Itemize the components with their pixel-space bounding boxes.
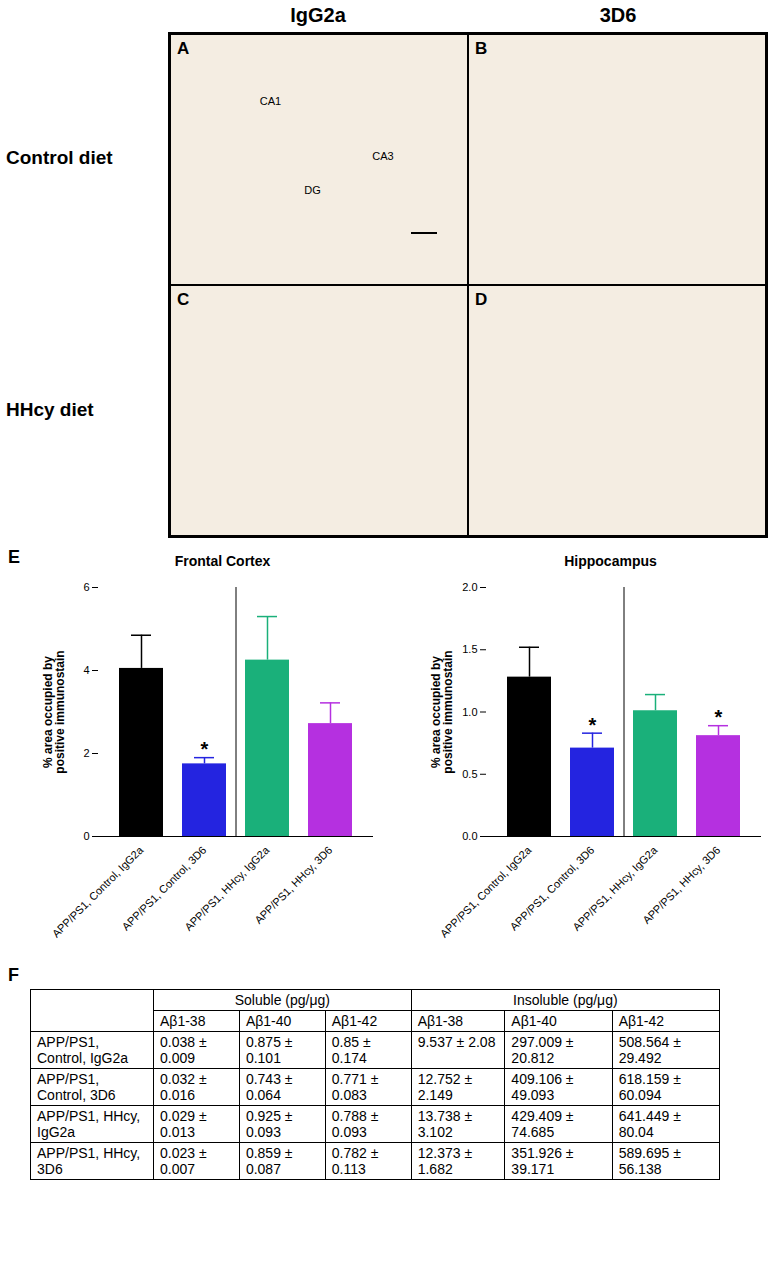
svg-text:6: 6 <box>83 581 89 593</box>
html-text:0.859 ± 0.087: 0.859 ± 0.087 <box>245 1145 293 1177</box>
svg-text:2: 2 <box>83 747 89 759</box>
svg-text:1.5: 1.5 <box>462 643 477 655</box>
html-text:0.85 ± 0.174: 0.85 ± 0.174 <box>331 1034 371 1066</box>
html-text:HHcy diet: HHcy diet <box>6 399 94 420</box>
html-text:641.449 ± 80.04: 641.449 ± 80.04 <box>618 1108 681 1140</box>
html-text:0.875 ± 0.101: 0.875 ± 0.101 <box>245 1034 293 1066</box>
html-text:297.009 ± 20.812: 297.009 ± 20.812 <box>511 1034 574 1066</box>
html-text:Aβ1-42: Aβ1-42 <box>618 1013 665 1029</box>
html-text:618.159 ± 60.094: 618.159 ± 60.094 <box>618 1071 681 1103</box>
svg-text:APP/PS1, Control, IgG2a: APP/PS1, Control, IgG2a <box>49 843 146 940</box>
svg-text:4: 4 <box>83 664 89 676</box>
html-text:C: C <box>177 290 190 309</box>
svg-text:APP/PS1, HHcy, IgG2a: APP/PS1, HHcy, IgG2a <box>570 843 660 933</box>
html-text:Aβ1-42: Aβ1-42 <box>331 1013 378 1029</box>
html-text:A: A <box>177 39 190 58</box>
html-text:CA1: CA1 <box>259 94 282 107</box>
html-text:12.752 ± 2.149: 12.752 ± 2.149 <box>417 1071 473 1103</box>
html-text:9.537 ± 2.08: 9.537 ± 2.08 <box>417 1034 496 1050</box>
svg-text:% area occupied bypositive imm: % area occupied bypositive immunostain <box>429 650 455 773</box>
html-text:589.695 ± 56.138: 589.695 ± 56.138 <box>618 1145 681 1177</box>
html-text:0.023 ± 0.007: 0.023 ± 0.007 <box>160 1145 207 1177</box>
html-text:APP/PS1, HHcy, 3D6: APP/PS1, HHcy, 3D6 <box>37 1145 141 1177</box>
html-text:429.409 ± 74.685: 429.409 ± 74.685 <box>511 1108 574 1140</box>
html-text:0.782 ± 0.113: 0.782 ± 0.113 <box>331 1145 379 1177</box>
svg-text:*: * <box>201 738 209 760</box>
html-text:IgG2a: IgG2a <box>290 4 346 26</box>
svg-text:APP/PS1, HHcy, 3D6: APP/PS1, HHcy, 3D6 <box>640 844 722 926</box>
html-text:508.564 ± 29.492: 508.564 ± 29.492 <box>618 1034 681 1066</box>
html-text:APP/PS1, Control, IgG2a: APP/PS1, Control, IgG2a <box>37 1034 129 1066</box>
html-text:Soluble (pg/μg): Soluble (pg/μg) <box>234 992 330 1008</box>
html-text:APP/PS1, HHcy, IgG2a: APP/PS1, HHcy, IgG2a <box>37 1108 141 1140</box>
html-text:409.106 ± 49.093: 409.106 ± 49.093 <box>511 1071 574 1103</box>
svg-text:*: * <box>715 706 723 728</box>
html-text:Aβ1-38: Aβ1-38 <box>417 1013 464 1029</box>
svg-text:0.5: 0.5 <box>462 768 477 780</box>
html-text:0.038 ± 0.009: 0.038 ± 0.009 <box>160 1034 207 1066</box>
html-text:D: D <box>475 290 488 309</box>
svg-text:2.0: 2.0 <box>462 581 477 593</box>
html-text:351.926 ± 39.171: 351.926 ± 39.171 <box>511 1145 574 1177</box>
html-text:Insoluble (pg/μg): Insoluble (pg/μg) <box>513 992 618 1008</box>
html-text:3D6: 3D6 <box>599 4 637 26</box>
svg-text:*: * <box>589 714 597 736</box>
html-text:12.373 ± 1.682: 12.373 ± 1.682 <box>417 1145 473 1177</box>
html-text:0.743 ± 0.064: 0.743 ± 0.064 <box>245 1071 293 1103</box>
html-text:Aβ1-40: Aβ1-40 <box>245 1013 292 1029</box>
html-text:Frontal Cortex: Frontal Cortex <box>174 553 271 569</box>
html-text:0.029 ± 0.013: 0.029 ± 0.013 <box>160 1108 207 1140</box>
html-text:0.032 ± 0.016: 0.032 ± 0.016 <box>160 1071 207 1103</box>
html-text:Control diet: Control diet <box>6 147 113 168</box>
svg-text:0: 0 <box>83 830 89 842</box>
html-text:0.788 ± 0.093: 0.788 ± 0.093 <box>331 1108 379 1140</box>
html-text:APP/PS1, Control, 3D6: APP/PS1, Control, 3D6 <box>37 1071 116 1103</box>
html-text:Aβ1-38: Aβ1-38 <box>160 1013 206 1029</box>
svg-text:APP/PS1, Control, 3D6: APP/PS1, Control, 3D6 <box>119 843 209 933</box>
html-text:0.771 ± 0.083: 0.771 ± 0.083 <box>331 1071 379 1103</box>
svg-text:APP/PS1, HHcy, IgG2a: APP/PS1, HHcy, IgG2a <box>182 843 272 933</box>
html-text:Hippocampus: Hippocampus <box>564 553 657 569</box>
html-text:F: F <box>8 965 19 985</box>
svg-text:APP/PS1, HHcy, 3D6: APP/PS1, HHcy, 3D6 <box>252 844 334 926</box>
html-text:B: B <box>475 39 488 58</box>
svg-text:% area occupied bypositive imm: % area occupied bypositive immunostain <box>41 650 67 773</box>
svg-text:0.0: 0.0 <box>462 830 477 842</box>
svg-text:APP/PS1, Control, 3D6: APP/PS1, Control, 3D6 <box>507 843 597 933</box>
html-text:Aβ1-40: Aβ1-40 <box>511 1013 557 1029</box>
html-text:0.925 ± 0.093: 0.925 ± 0.093 <box>245 1108 293 1140</box>
html-text:E: E <box>8 547 20 567</box>
html-text:13.738 ± 3.102: 13.738 ± 3.102 <box>417 1108 473 1140</box>
html-text:DG: DG <box>304 184 321 197</box>
svg-text:APP/PS1, Control, IgG2a: APP/PS1, Control, IgG2a <box>437 843 534 940</box>
svg-text:1.0: 1.0 <box>462 706 477 718</box>
html-text:CA3: CA3 <box>372 149 394 162</box>
